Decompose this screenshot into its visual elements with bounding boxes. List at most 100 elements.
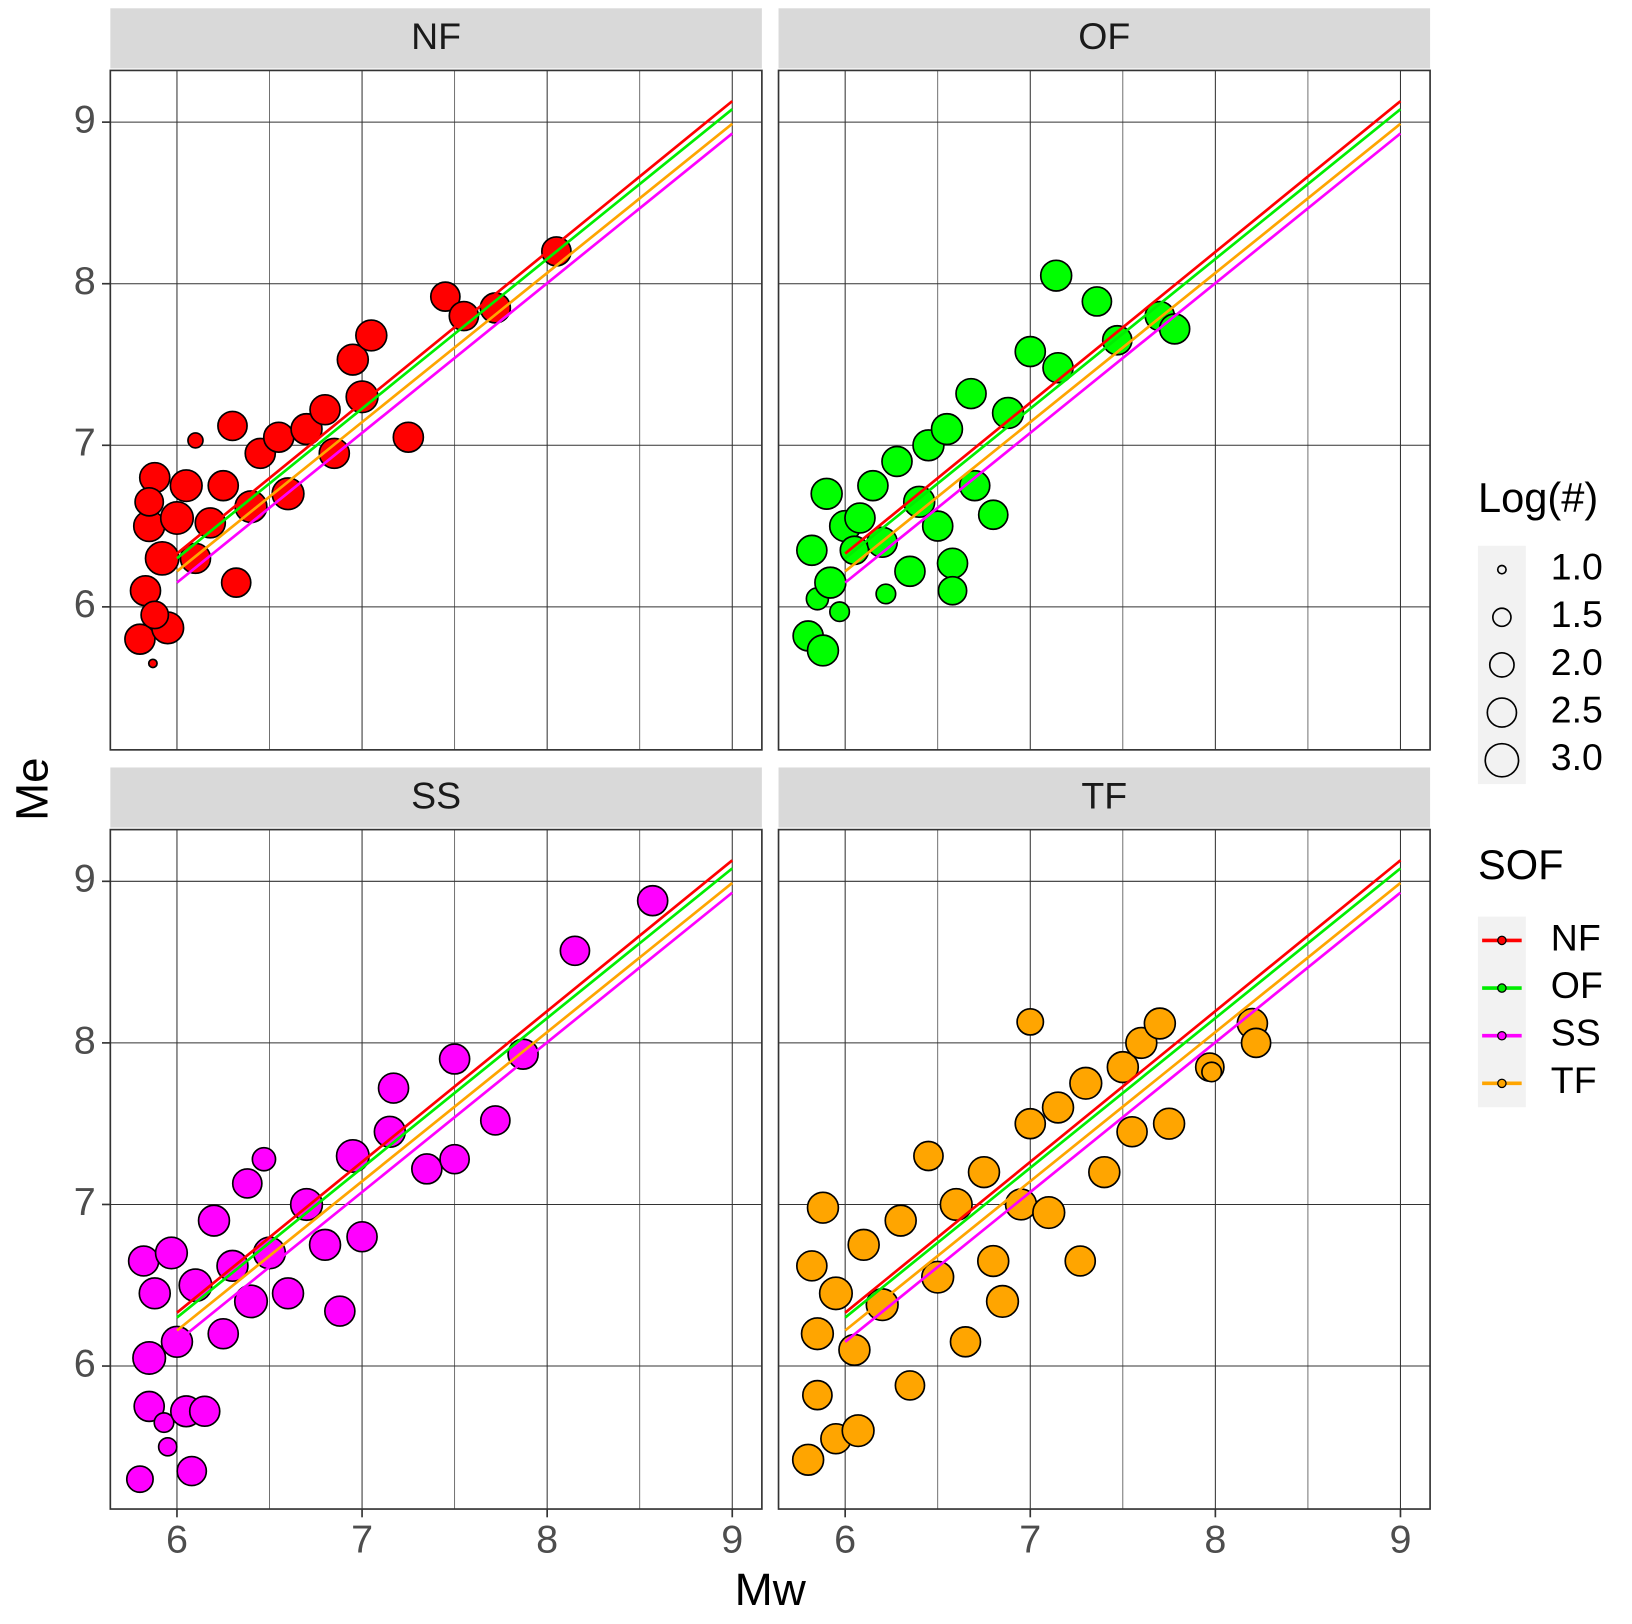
size-legend-label: 2.5 xyxy=(1551,689,1603,731)
fit-line xyxy=(176,859,734,1314)
point xyxy=(913,1140,944,1172)
size-legend-key xyxy=(1491,607,1512,628)
point xyxy=(814,566,847,599)
point xyxy=(1014,335,1047,368)
point xyxy=(884,1204,917,1237)
point xyxy=(153,1412,175,1434)
point xyxy=(1088,1155,1121,1189)
legend-title: SOF xyxy=(1478,841,1564,888)
x-tick-label: 7 xyxy=(351,1518,373,1562)
fit-line xyxy=(176,881,734,1332)
y-tick-label: 7 xyxy=(74,1180,96,1224)
y-tick-label: 8 xyxy=(74,1018,96,1062)
point xyxy=(138,1277,172,1310)
point xyxy=(157,1436,178,1457)
legend-label: NF xyxy=(1551,916,1601,958)
x-tick-label: 8 xyxy=(1204,1518,1226,1562)
point xyxy=(271,1277,305,1310)
point xyxy=(439,1143,471,1175)
y-tick-label: 9 xyxy=(74,857,96,901)
point xyxy=(1064,1245,1097,1277)
facet-strip xyxy=(778,767,1431,828)
y-tick-label: 6 xyxy=(74,1342,96,1386)
point xyxy=(377,1072,410,1104)
point xyxy=(921,510,954,542)
point xyxy=(875,583,897,605)
point xyxy=(955,377,987,410)
fit-line xyxy=(844,122,1402,573)
panel-background xyxy=(110,70,762,750)
point xyxy=(977,499,1009,531)
point xyxy=(559,935,591,967)
size-legend-label: 2.0 xyxy=(1551,641,1603,683)
point xyxy=(902,485,936,519)
point xyxy=(262,421,295,453)
x-tick-label: 9 xyxy=(1389,1518,1411,1562)
point xyxy=(324,1295,356,1327)
point xyxy=(147,658,158,669)
x-tick-label: 9 xyxy=(721,1518,743,1562)
point xyxy=(796,1250,828,1282)
panel-border xyxy=(109,828,763,1510)
y-tick-label: 6 xyxy=(74,582,96,626)
legend-label: OF xyxy=(1551,964,1603,1006)
point xyxy=(1039,259,1073,292)
legend-key-point xyxy=(1497,1030,1507,1041)
point xyxy=(132,1340,167,1375)
point xyxy=(936,547,969,580)
legend-key-point xyxy=(1497,1078,1507,1089)
point xyxy=(176,1455,208,1487)
point xyxy=(1032,1195,1066,1230)
point xyxy=(844,502,876,534)
point xyxy=(154,1236,189,1270)
facet-title: OF xyxy=(1078,15,1130,57)
legend-key-background xyxy=(1477,916,1526,1108)
x-tick-label: 6 xyxy=(834,1518,856,1562)
point xyxy=(140,600,170,630)
fit-line xyxy=(176,108,734,560)
panel-border xyxy=(777,69,1431,751)
point xyxy=(967,1155,1001,1189)
size-legend-key xyxy=(1486,697,1518,728)
fit-line xyxy=(844,891,1402,1343)
size-legend-key xyxy=(1496,564,1507,575)
point xyxy=(636,884,669,917)
point xyxy=(290,412,323,446)
point xyxy=(231,1168,263,1199)
point xyxy=(791,1443,825,1476)
point xyxy=(207,1317,240,1350)
point xyxy=(1106,1050,1140,1084)
point xyxy=(125,1465,154,1494)
fit-line xyxy=(844,132,1402,584)
point xyxy=(937,575,968,606)
point xyxy=(438,1043,471,1075)
x-tick-label: 6 xyxy=(166,1518,188,1562)
facet-title: NF xyxy=(411,15,461,57)
facet-title: SS xyxy=(411,774,461,816)
point xyxy=(921,1260,955,1294)
point xyxy=(939,1187,973,1222)
point xyxy=(976,1244,1010,1278)
point xyxy=(838,1333,871,1367)
point xyxy=(949,1326,982,1358)
point xyxy=(188,1395,221,1428)
panel-border xyxy=(109,69,763,751)
point xyxy=(1201,1061,1223,1083)
point xyxy=(429,281,461,312)
size-legend-key xyxy=(1488,652,1515,678)
point xyxy=(159,500,195,536)
legend-key-point xyxy=(1497,935,1507,946)
x-tick-label: 7 xyxy=(1019,1518,1041,1562)
point xyxy=(127,1245,160,1277)
point xyxy=(841,1414,875,1448)
point xyxy=(346,1221,378,1253)
y-tick-label: 7 xyxy=(74,421,96,465)
point xyxy=(133,1390,166,1423)
fit-line xyxy=(844,867,1402,1319)
legend-key-point xyxy=(1497,983,1507,993)
x-axis-title: Mw xyxy=(735,1564,807,1615)
legend-label: TF xyxy=(1551,1059,1597,1101)
point xyxy=(1004,1188,1038,1221)
